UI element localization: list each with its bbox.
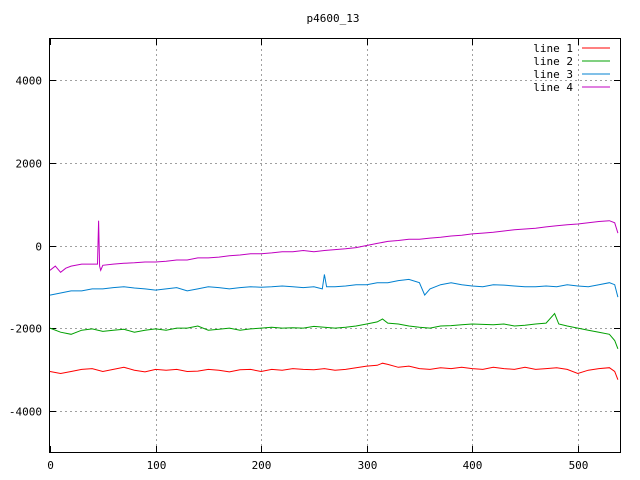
axis-ticks: 0 100 200 300 400 500 -4000 -2000 0 2000 4000 [9, 39, 620, 472]
y-tick-label: -2000 [9, 323, 42, 336]
series-line-1 [49, 362, 619, 380]
legend-label-1: line 1 [533, 42, 573, 55]
y-tick-label: 2000 [16, 158, 43, 171]
x-tick-label: 300 [358, 459, 378, 472]
legend-label-2: line 2 [533, 55, 573, 68]
grid [50, 39, 620, 452]
series-line-3 [49, 274, 619, 298]
chart-title: p4600_13 [307, 12, 360, 25]
y-tick-label: 0 [35, 241, 42, 254]
x-tick-label: 100 [147, 459, 167, 472]
x-tick-label: 200 [252, 459, 272, 472]
x-tick-label: 500 [569, 459, 589, 472]
legend-label-3: line 3 [533, 68, 573, 81]
series-line-4 [49, 220, 619, 273]
x-tick-label: 400 [463, 459, 483, 472]
series-lines [49, 220, 619, 380]
series-line-2 [49, 312, 619, 349]
legend-label-4: line 4 [533, 81, 573, 94]
x-tick-label: 0 [47, 459, 54, 472]
y-tick-label: -4000 [9, 406, 42, 419]
y-tick-label: 4000 [16, 75, 43, 88]
plot-frame [49, 38, 621, 453]
